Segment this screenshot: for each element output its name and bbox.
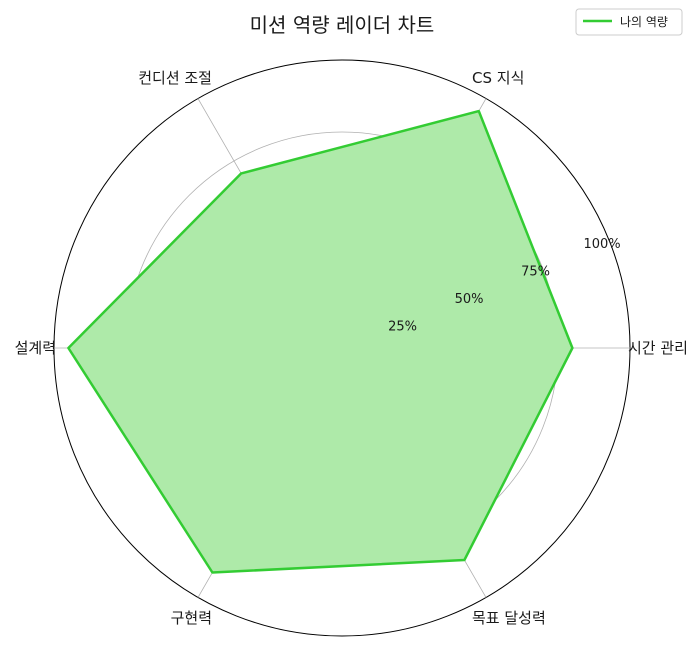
category-label: CS 지식 bbox=[472, 69, 524, 87]
r-tick-label: 50% bbox=[455, 292, 484, 307]
legend-label: 나의 역량 bbox=[620, 15, 668, 29]
r-tick-label: 100% bbox=[583, 237, 620, 252]
category-label: 시간 관리 bbox=[628, 339, 688, 357]
series-layer bbox=[67, 109, 574, 574]
category-label: 설계력 bbox=[15, 339, 56, 357]
category-label: 목표 달성력 bbox=[472, 609, 546, 627]
category-label: 구현력 bbox=[171, 609, 212, 627]
chart-title: 미션 역량 레이더 차트 bbox=[250, 13, 435, 37]
series-line bbox=[67, 109, 574, 574]
category-label: 컨디션 조절 bbox=[138, 69, 212, 87]
series-area bbox=[68, 111, 573, 573]
legend-box bbox=[575, 8, 683, 36]
r-tick-label: 25% bbox=[388, 319, 417, 334]
r-tick-label: 75% bbox=[521, 264, 550, 279]
legend: 나의 역량 bbox=[575, 8, 683, 36]
